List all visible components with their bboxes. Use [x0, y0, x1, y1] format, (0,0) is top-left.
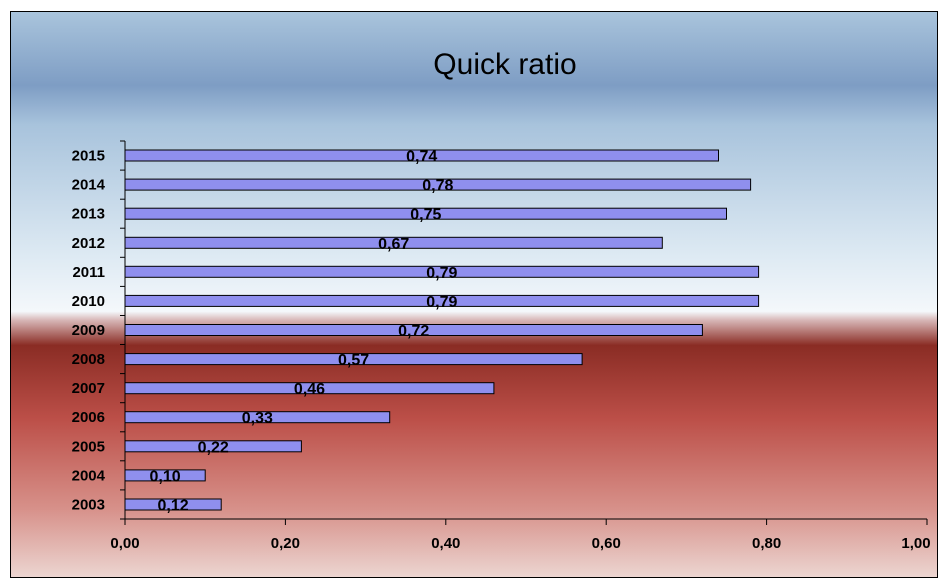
data-label-2008: 0,57 [338, 352, 369, 369]
data-label-2012: 0,67 [378, 236, 409, 253]
y-tick-label-2004: 2004 [72, 467, 106, 484]
y-tick-label-2005: 2005 [72, 438, 105, 455]
axis-layer: 0,00 0,20 0,40 0,60 0,80 1,00 [110, 140, 931, 552]
data-label-2006: 0,33 [242, 410, 273, 427]
x-tick-label-0: 0,00 [110, 535, 139, 552]
x-tick-label-2: 0,40 [431, 535, 460, 552]
y-tick-label-2011: 2011 [72, 264, 105, 281]
x-tick-label-1: 0,20 [271, 535, 300, 552]
y-tick-label-2003: 2003 [72, 497, 105, 514]
bars-layer [124, 149, 760, 511]
y-tick-label-2013: 2013 [72, 206, 105, 223]
data-label-2010: 0,79 [426, 294, 457, 311]
data-label-2007: 0,46 [294, 381, 325, 398]
data-label-2004: 0,10 [150, 468, 181, 485]
y-tick-label-2010: 2010 [72, 293, 105, 310]
y-tick-label-2015: 2015 [72, 148, 105, 165]
x-tick-label-3: 0,60 [592, 535, 621, 552]
y-tick-label-2014: 2014 [72, 177, 106, 194]
data-label-2005: 0,22 [198, 439, 229, 456]
data-label-2003: 0,12 [158, 498, 189, 515]
data-label-2013: 0,75 [410, 207, 441, 224]
x-tick-label-4: 0,80 [752, 535, 781, 552]
y-tick-label-2006: 2006 [72, 409, 105, 426]
data-label-2015: 0,74 [406, 149, 437, 166]
chart-frame: Quick ratio 2015 0,74 2014 0,78 2013 0,75 2012… [10, 11, 938, 578]
x-tick-label-5: 1,00 [901, 535, 930, 552]
data-label-2011: 0,79 [426, 265, 457, 282]
quick-ratio-chart: Quick ratio 2015 0,74 2014 0,78 2013 0,75 2012… [72, 48, 931, 552]
y-tick-label-2012: 2012 [72, 235, 105, 252]
y-tick-label-2008: 2008 [72, 351, 105, 368]
chart-title: Quick ratio [433, 48, 576, 81]
y-tick-label-2007: 2007 [72, 380, 105, 397]
data-label-2009: 0,72 [398, 323, 429, 340]
data-label-2014: 0,78 [422, 178, 453, 195]
y-tick-label-2009: 2009 [72, 322, 105, 339]
labels-layer: 2015 0,74 2014 0,78 2013 0,75 2012 0,67 2011 0,79… [72, 148, 458, 515]
